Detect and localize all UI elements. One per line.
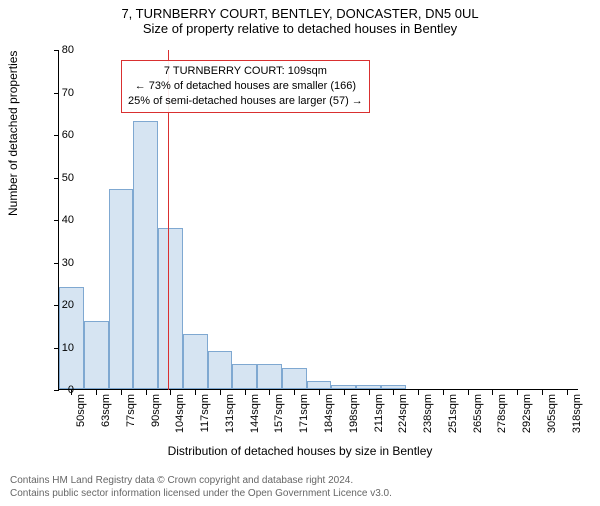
chart-title-sub: Size of property relative to detached ho… <box>0 21 600 36</box>
xtick-mark <box>121 390 122 395</box>
xtick-label: 90sqm <box>150 394 162 427</box>
chart-area: 50sqm63sqm77sqm90sqm104sqm117sqm131sqm14… <box>58 50 578 390</box>
histogram-bar <box>183 334 208 389</box>
xtick-label: 251sqm <box>447 394 459 433</box>
ytick-label: 20 <box>44 299 74 311</box>
xtick-label: 278sqm <box>496 394 508 433</box>
xtick-label: 211sqm <box>373 394 385 432</box>
footer-line2: Contains public sector information licen… <box>10 488 590 501</box>
xtick-mark <box>393 390 394 395</box>
histogram-bar <box>109 189 134 389</box>
ytick-label: 70 <box>44 87 74 99</box>
xtick-label: 318sqm <box>571 394 583 433</box>
ytick-label: 0 <box>44 384 74 396</box>
histogram-bar <box>208 351 233 389</box>
xtick-label: 184sqm <box>323 394 335 433</box>
histogram-bar <box>381 385 406 389</box>
xtick-label: 117sqm <box>199 394 211 432</box>
xtick-label: 305sqm <box>546 394 558 433</box>
xtick-label: 157sqm <box>273 394 285 433</box>
histogram-bar <box>331 385 356 389</box>
xtick-label: 144sqm <box>249 394 261 433</box>
y-axis-label: Number of detached properties <box>6 51 20 216</box>
xtick-mark <box>344 390 345 395</box>
chart-title-main: 7, TURNBERRY COURT, BENTLEY, DONCASTER, … <box>0 6 600 21</box>
xtick-label: 265sqm <box>472 394 484 433</box>
histogram-bar <box>282 368 307 389</box>
xtick-label: 77sqm <box>125 394 137 427</box>
histogram-bar <box>257 364 282 390</box>
xtick-mark <box>567 390 568 395</box>
xtick-label: 171sqm <box>298 394 310 433</box>
xtick-mark <box>294 390 295 395</box>
footer-attribution: Contains HM Land Registry data © Crown c… <box>10 475 590 500</box>
xtick-label: 63sqm <box>100 394 112 427</box>
xtick-mark <box>492 390 493 395</box>
plot-area: 50sqm63sqm77sqm90sqm104sqm117sqm131sqm14… <box>58 50 578 390</box>
histogram-bar <box>232 364 257 390</box>
annotation-line2: ← 73% of detached houses are smaller (16… <box>128 79 363 94</box>
ytick-label: 80 <box>44 44 74 56</box>
footer-line1: Contains HM Land Registry data © Crown c… <box>10 475 590 488</box>
xtick-label: 50sqm <box>75 394 87 427</box>
xtick-mark <box>319 390 320 395</box>
annotation-line3: 25% of semi-detached houses are larger (… <box>128 94 363 109</box>
xtick-mark <box>245 390 246 395</box>
xtick-mark <box>195 390 196 395</box>
xtick-mark <box>468 390 469 395</box>
ytick-label: 60 <box>44 129 74 141</box>
histogram-bar <box>356 385 381 389</box>
xtick-mark <box>269 390 270 395</box>
x-axis-label: Distribution of detached houses by size … <box>0 444 600 458</box>
histogram-bar <box>133 121 158 389</box>
ytick-label: 50 <box>44 172 74 184</box>
xtick-label: 224sqm <box>397 394 409 433</box>
xtick-label: 131sqm <box>224 394 236 433</box>
xtick-label: 292sqm <box>521 394 533 433</box>
histogram-bar <box>84 321 109 389</box>
xtick-mark <box>369 390 370 395</box>
histogram-bar <box>307 381 332 390</box>
annotation-line1: 7 TURNBERRY COURT: 109sqm <box>128 64 363 79</box>
xtick-mark <box>220 390 221 395</box>
xtick-mark <box>96 390 97 395</box>
xtick-mark <box>146 390 147 395</box>
xtick-label: 198sqm <box>348 394 360 433</box>
histogram-bar <box>158 228 183 390</box>
ytick-label: 10 <box>44 342 74 354</box>
xtick-mark <box>443 390 444 395</box>
xtick-mark <box>542 390 543 395</box>
ytick-label: 40 <box>44 214 74 226</box>
annotation-box: 7 TURNBERRY COURT: 109sqm← 73% of detach… <box>121 60 370 113</box>
xtick-mark <box>517 390 518 395</box>
xtick-mark <box>170 390 171 395</box>
xtick-label: 238sqm <box>422 394 434 433</box>
xtick-mark <box>418 390 419 395</box>
ytick-label: 30 <box>44 257 74 269</box>
xtick-label: 104sqm <box>174 394 186 433</box>
